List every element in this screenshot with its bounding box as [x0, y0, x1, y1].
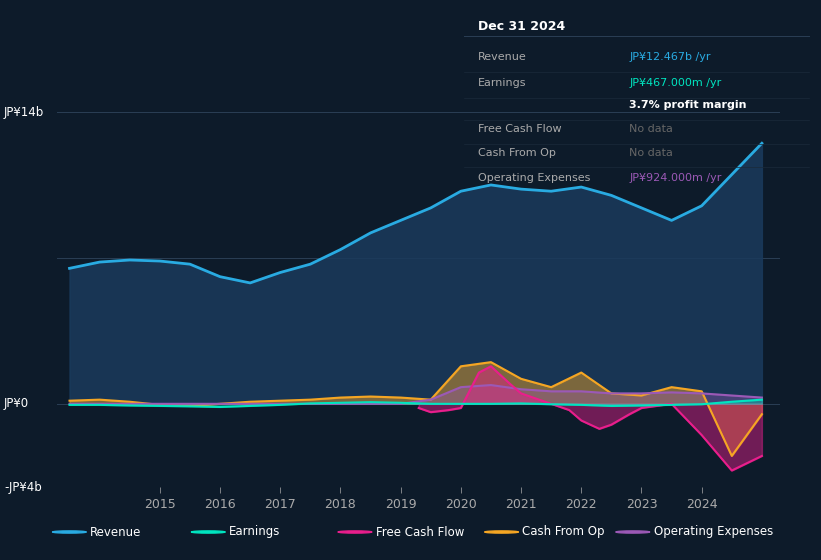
Text: Cash From Op: Cash From Op — [522, 525, 605, 539]
Circle shape — [191, 531, 225, 533]
Text: JP¥0: JP¥0 — [4, 398, 30, 410]
Text: No data: No data — [630, 124, 673, 134]
Text: Operating Expenses: Operating Expenses — [654, 525, 773, 539]
Text: JP¥467.000m /yr: JP¥467.000m /yr — [630, 78, 722, 88]
Text: Free Cash Flow: Free Cash Flow — [376, 525, 464, 539]
Text: Earnings: Earnings — [229, 525, 281, 539]
Text: Revenue: Revenue — [478, 52, 526, 62]
Text: Earnings: Earnings — [478, 78, 526, 88]
Text: JP¥14b: JP¥14b — [4, 105, 44, 119]
Text: JP¥924.000m /yr: JP¥924.000m /yr — [630, 174, 722, 184]
Text: Free Cash Flow: Free Cash Flow — [478, 124, 562, 134]
Circle shape — [53, 531, 86, 533]
Text: 3.7% profit margin: 3.7% profit margin — [630, 100, 747, 110]
Text: JP¥12.467b /yr: JP¥12.467b /yr — [630, 52, 711, 62]
Circle shape — [484, 531, 519, 533]
Text: Cash From Op: Cash From Op — [478, 148, 556, 157]
Circle shape — [616, 531, 649, 533]
Text: Revenue: Revenue — [90, 525, 141, 539]
Circle shape — [338, 531, 372, 533]
Text: Operating Expenses: Operating Expenses — [478, 174, 590, 184]
Text: -JP¥4b: -JP¥4b — [4, 480, 42, 494]
Text: Dec 31 2024: Dec 31 2024 — [478, 20, 565, 34]
Text: No data: No data — [630, 148, 673, 157]
